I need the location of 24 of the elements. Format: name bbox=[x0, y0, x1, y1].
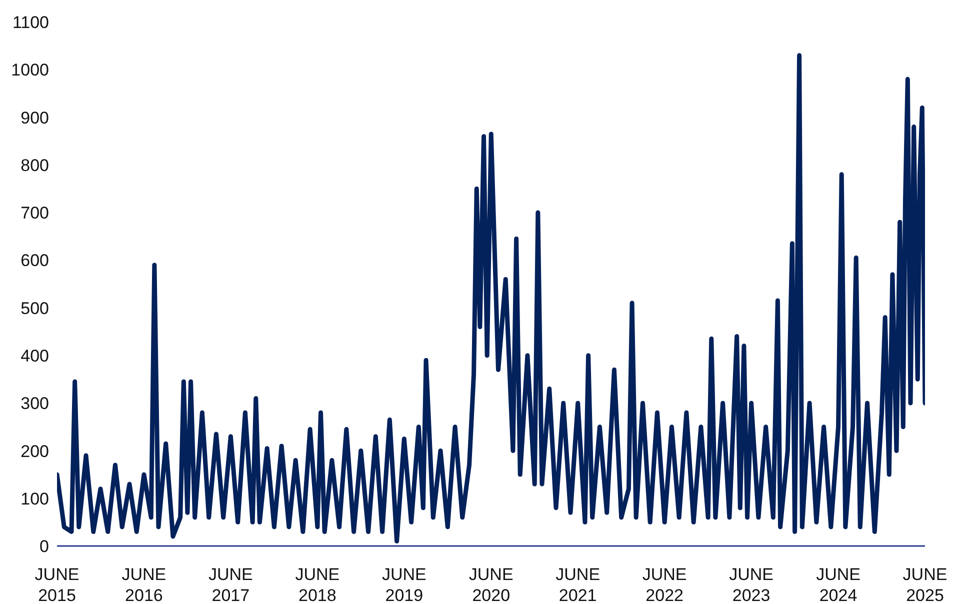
y-tick-label: 500 bbox=[20, 298, 49, 318]
y-tick-label: 400 bbox=[20, 346, 49, 366]
y-tick-label: 1000 bbox=[11, 60, 49, 80]
line-series bbox=[57, 53, 925, 544]
x-tick-label: JUNE 2018 bbox=[295, 565, 340, 604]
x-tick-label: JUNE 2021 bbox=[556, 565, 600, 604]
x-tick-label: JUNE 2015 bbox=[34, 565, 80, 604]
x-tick-label: JUNE 2016 bbox=[122, 565, 166, 604]
x-tick-label: JUNE 2017 bbox=[208, 565, 253, 604]
y-tick-label: 800 bbox=[20, 156, 49, 175]
y-tick-label: 700 bbox=[20, 204, 49, 223]
y-tick-label: 900 bbox=[20, 108, 49, 128]
x-tick-label: JUNE 2024 bbox=[816, 565, 860, 604]
y-tick-label: 300 bbox=[20, 394, 49, 414]
y-tick-label: 600 bbox=[20, 251, 49, 270]
x-tick-label: JUNE 2022 bbox=[642, 565, 687, 604]
x-tick-label: JUNE 2019 bbox=[382, 565, 426, 604]
y-tick-label: 1100 bbox=[12, 13, 49, 32]
y-tick-label: 200 bbox=[20, 442, 49, 461]
y-tick-label: 0 bbox=[40, 537, 49, 556]
y-tick-label: 100 bbox=[20, 489, 49, 508]
x-tick-label: JUNE 2023 bbox=[729, 565, 774, 604]
x-tick-label: JUNE 2020 bbox=[468, 565, 514, 604]
x-tick-label: JUNE 2025 bbox=[902, 565, 948, 604]
